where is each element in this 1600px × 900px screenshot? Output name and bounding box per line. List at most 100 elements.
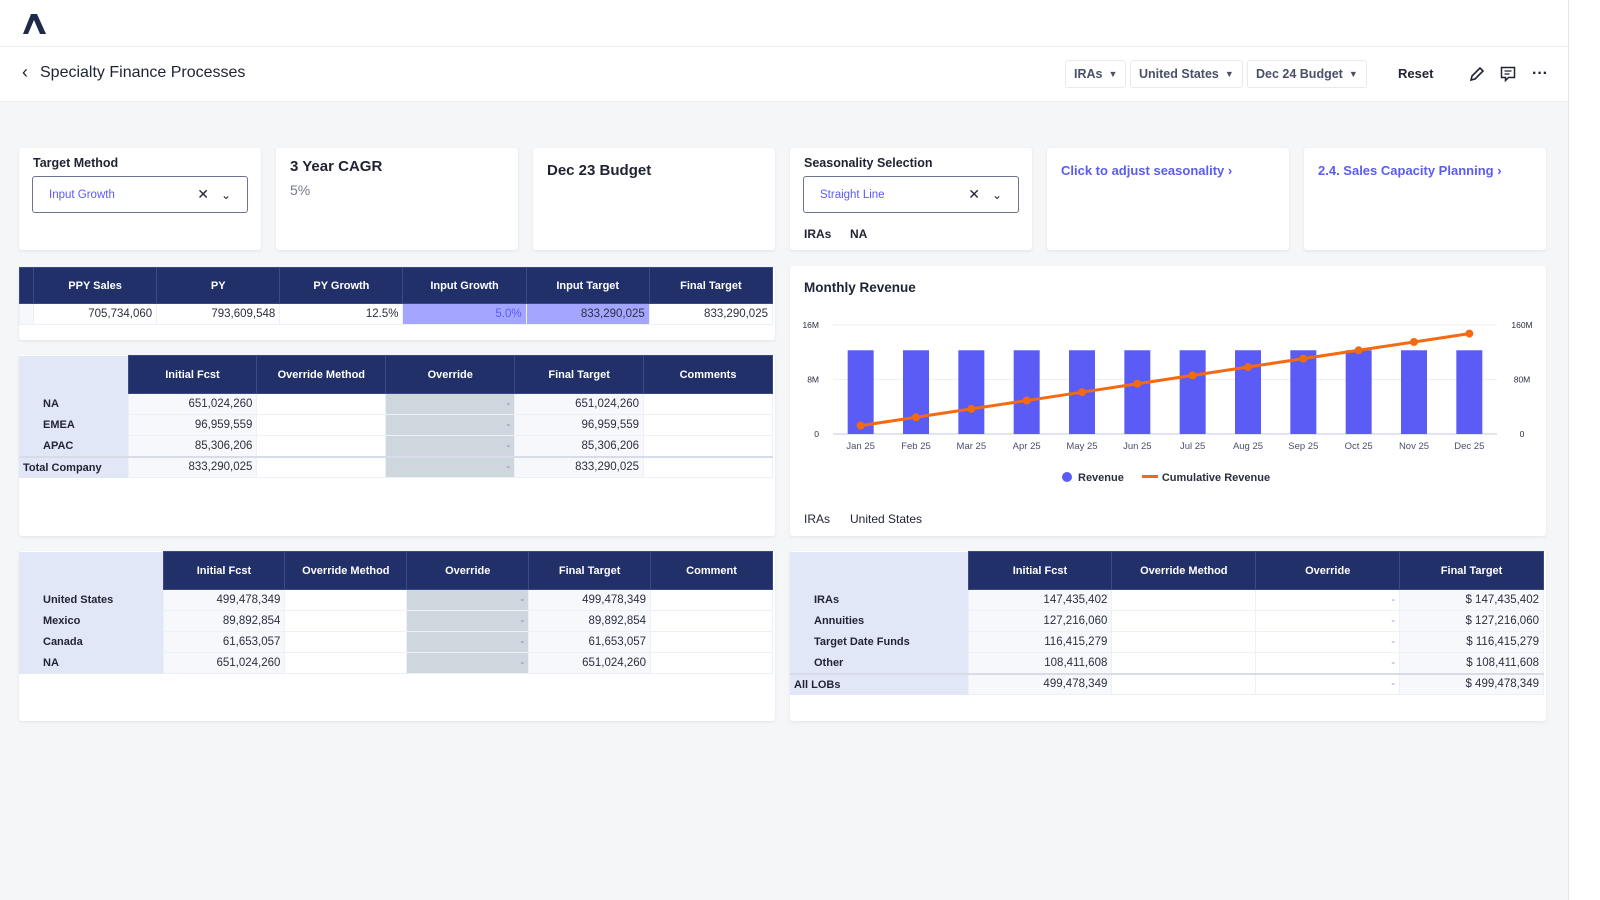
x-tick-label: Jan 25: [846, 441, 875, 452]
override-method-cell[interactable]: [256, 393, 387, 415]
override-method-cell[interactable]: [1111, 631, 1257, 653]
table-row: IRAs 147,435,402 - $ 147,435,402: [790, 589, 1544, 611]
override-input[interactable]: -: [385, 414, 516, 436]
comment-input[interactable]: [650, 631, 773, 653]
cumulative-revenue-point: [1022, 396, 1031, 405]
filter-version-dropdown[interactable]: Dec 24 Budget ▼: [1247, 60, 1367, 88]
filter-country-dropdown[interactable]: United States ▼: [1130, 60, 1243, 88]
cagr-title: 3 Year CAGR: [290, 158, 383, 175]
header-spacer: [19, 267, 34, 304]
comment-input[interactable]: [650, 610, 773, 632]
link-label: 2.4. Sales Capacity Planning: [1318, 163, 1494, 178]
column-header: Final Target: [514, 355, 645, 394]
reset-button[interactable]: Reset: [1398, 66, 1434, 81]
comment-input[interactable]: [643, 435, 773, 457]
override-input[interactable]: -: [1255, 652, 1401, 674]
override-method-cell[interactable]: [1111, 652, 1257, 674]
row-label: Mexico: [19, 610, 163, 632]
override-input[interactable]: -: [406, 589, 530, 611]
adjust-seasonality-card: Click to adjust seasonality ›: [1047, 148, 1289, 250]
override-method-cell[interactable]: [284, 652, 408, 674]
override-method-cell[interactable]: [1111, 589, 1257, 611]
scrollbar[interactable]: [1568, 0, 1600, 900]
column-header: Comment: [650, 551, 773, 590]
cumulative-revenue-line: [860, 332, 1470, 428]
comment-icon[interactable]: [1498, 64, 1518, 84]
table-row: 705,734,060 793,609,548 12.5% 5.0% 833,290,0…: [19, 303, 774, 325]
row-label: NA: [19, 652, 163, 674]
chevron-down-icon: ▼: [1348, 69, 1358, 79]
override-input[interactable]: -: [1255, 631, 1401, 653]
column-header: Initial Fcst: [967, 551, 1113, 590]
override-method-cell[interactable]: [284, 589, 408, 611]
legend-revenue[interactable]: Revenue: [1062, 472, 1124, 484]
py-cell: 793,609,548: [156, 303, 281, 325]
table-row: United States 499,478,349-499,478,349: [19, 589, 773, 611]
seasonality-label: Seasonality Selection: [804, 156, 933, 170]
override-input[interactable]: -: [1255, 610, 1401, 632]
override-input[interactable]: -: [406, 610, 530, 632]
clear-icon[interactable]: ✕: [968, 186, 980, 202]
chevron-down-icon[interactable]: ⌄: [220, 187, 231, 202]
table-row: NA 651,024,260-651,024,260: [19, 652, 773, 674]
override-method-cell[interactable]: [256, 414, 387, 436]
seasonality-select[interactable]: Straight Line ✕ ⌄: [803, 176, 1019, 213]
comment-input[interactable]: [643, 393, 773, 415]
top-bar: [0, 0, 1568, 47]
adjust-seasonality-link[interactable]: Click to adjust seasonality ›: [1061, 163, 1232, 178]
y-left-tick-label: 8M: [807, 375, 819, 385]
column-header: Override: [385, 355, 516, 394]
override-method-cell[interactable]: [284, 610, 408, 632]
cumulative-revenue-point: [1465, 329, 1474, 338]
override-input[interactable]: -: [1255, 672, 1401, 695]
override-method-cell[interactable]: [284, 631, 408, 653]
override-method-cell[interactable]: [256, 455, 387, 478]
row-label: Canada: [19, 631, 163, 653]
target-method-select[interactable]: Input Growth ✕ ⌄: [32, 176, 248, 213]
ppy-sales-cell: 705,734,060: [32, 303, 158, 325]
clear-icon[interactable]: ✕: [197, 186, 209, 202]
cumulative-revenue-point: [1244, 363, 1252, 372]
comment-input[interactable]: [643, 414, 773, 436]
x-tick-label: Apr 25: [1013, 441, 1041, 452]
cumulative-revenue-point: [1299, 354, 1308, 363]
filter-lob-dropdown[interactable]: IRAs ▼: [1065, 60, 1127, 88]
legend-cumulative[interactable]: Cumulative Revenue: [1141, 472, 1270, 484]
comment-input[interactable]: [643, 455, 773, 478]
app-logo-icon[interactable]: [23, 14, 47, 34]
override-input[interactable]: -: [385, 435, 516, 457]
final-target-cell: 96,959,559: [514, 414, 645, 436]
final-target-cell: 85,306,206: [514, 435, 645, 457]
budget-title: Dec 23 Budget: [547, 162, 652, 179]
chevron-down-icon[interactable]: ⌄: [991, 187, 1002, 202]
budget-card: Dec 23 Budget: [533, 148, 775, 250]
column-header: Input Growth: [402, 267, 527, 304]
column-header: Initial Fcst: [127, 355, 258, 394]
back-chevron-icon[interactable]: ‹: [22, 62, 28, 82]
chart-tag: United States: [850, 512, 923, 526]
override-method-cell[interactable]: [1111, 672, 1257, 695]
table-row: Mexico 89,892,854-89,892,854: [19, 610, 773, 632]
input-growth-input[interactable]: 5.0%: [402, 303, 527, 325]
override-input[interactable]: -: [406, 652, 530, 674]
comment-input[interactable]: [650, 652, 773, 674]
override-input[interactable]: -: [1255, 589, 1401, 611]
y-right-tick-label: 160M: [1511, 320, 1532, 330]
final-target-cell: 651,024,260: [528, 652, 652, 674]
row-spacer: [19, 303, 34, 325]
column-header: Override Method: [1111, 551, 1257, 590]
revenue-bar: [903, 350, 929, 434]
override-method-cell[interactable]: [1111, 610, 1257, 632]
more-options-icon[interactable]: ···: [1532, 65, 1548, 82]
target-method-label: Target Method: [33, 156, 119, 170]
x-tick-label: Feb 25: [901, 441, 931, 452]
override-input[interactable]: -: [406, 631, 530, 653]
override-input[interactable]: -: [385, 393, 516, 415]
capacity-planning-link[interactable]: 2.4. Sales Capacity Planning ›: [1318, 163, 1502, 178]
override-input[interactable]: -: [385, 455, 516, 478]
override-method-cell[interactable]: [256, 435, 387, 457]
pencil-icon[interactable]: [1467, 64, 1487, 84]
country-table: Initial Fcst Override Method Override Final…: [19, 551, 773, 674]
column-header: PY: [156, 267, 281, 304]
comment-input[interactable]: [650, 589, 773, 611]
